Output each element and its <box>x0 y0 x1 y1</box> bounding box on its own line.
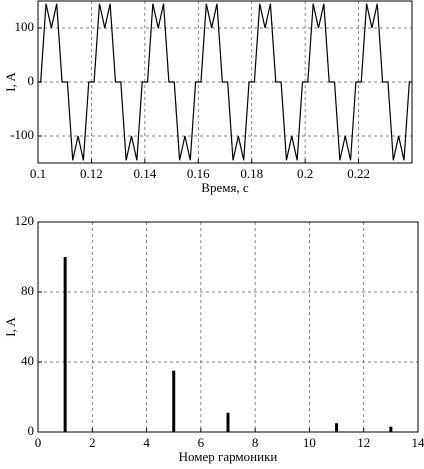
x-axis-label: Время, с <box>201 180 249 195</box>
bar <box>226 412 230 432</box>
x-tick-label: 0.22 <box>347 166 370 181</box>
bar <box>63 257 67 432</box>
y-tick-label: 80 <box>21 283 34 298</box>
y-tick-label: 40 <box>21 353 34 368</box>
y-tick-label: 120 <box>15 213 35 228</box>
x-tick-label: 6 <box>198 435 205 450</box>
y-axis-label: I, A <box>3 72 18 92</box>
y-tick-label: 100 <box>15 19 35 34</box>
x-tick-label: 8 <box>252 435 259 450</box>
x-tick-label: 0 <box>35 435 42 450</box>
x-tick-label: 0.16 <box>187 166 210 181</box>
y-axis-label: I, A <box>3 317 18 337</box>
bar <box>172 370 176 432</box>
plot-frame <box>37 221 419 433</box>
x-tick-label: 4 <box>143 435 150 450</box>
x-axis-label: Номер гармоники <box>179 449 278 464</box>
y-tick-label: 0 <box>28 423 35 438</box>
x-tick-label: 0.1 <box>30 166 46 181</box>
x-tick-label: 0.2 <box>297 166 313 181</box>
x-tick-label: 0.18 <box>240 166 263 181</box>
x-tick-label: 10 <box>303 435 316 450</box>
x-tick-label: 12 <box>357 435 370 450</box>
waveform <box>38 3 412 161</box>
y-tick-label: -100 <box>10 127 34 142</box>
x-tick-label: 14 <box>412 435 424 450</box>
bar <box>335 423 339 432</box>
bar <box>389 426 393 432</box>
x-tick-label: 0.14 <box>133 166 156 181</box>
y-tick-label: 0 <box>28 73 35 88</box>
x-tick-label: 0.12 <box>80 166 103 181</box>
x-tick-label: 2 <box>89 435 96 450</box>
